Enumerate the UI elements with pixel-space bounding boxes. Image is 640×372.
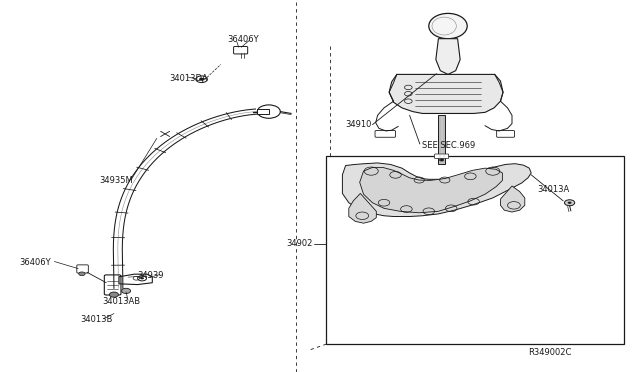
Circle shape [199,78,204,81]
Text: 34013B: 34013B [80,315,113,324]
Bar [438,115,445,164]
Text: 36406Y: 36406Y [19,258,51,267]
Text: 34013DA: 34013DA [170,74,208,83]
Polygon shape [342,163,531,217]
Circle shape [568,202,572,204]
Circle shape [79,272,85,276]
FancyBboxPatch shape [77,265,88,273]
Text: 34935M: 34935M [99,176,133,185]
Text: 36406Y: 36406Y [227,35,259,44]
FancyBboxPatch shape [497,131,515,137]
Circle shape [140,277,144,279]
Circle shape [122,288,131,294]
Text: 34910: 34910 [346,120,372,129]
Polygon shape [360,167,502,213]
FancyBboxPatch shape [234,46,248,54]
Ellipse shape [429,13,467,39]
Text: SEE SEC.969: SEE SEC.969 [422,141,476,150]
Text: 34902: 34902 [286,239,312,248]
Text: R349002C: R349002C [528,348,572,357]
Circle shape [564,200,575,206]
Text: 34013A: 34013A [538,185,570,194]
FancyBboxPatch shape [435,154,449,158]
Text: 34013AB: 34013AB [102,297,141,306]
FancyBboxPatch shape [104,275,121,295]
FancyBboxPatch shape [257,109,269,114]
Polygon shape [436,39,460,74]
FancyBboxPatch shape [375,131,396,137]
Text: 34939: 34939 [138,271,164,280]
Circle shape [439,158,444,161]
Circle shape [109,292,118,297]
Bar [326,156,624,344]
Polygon shape [500,186,525,212]
Polygon shape [389,74,503,113]
Polygon shape [349,193,376,223]
